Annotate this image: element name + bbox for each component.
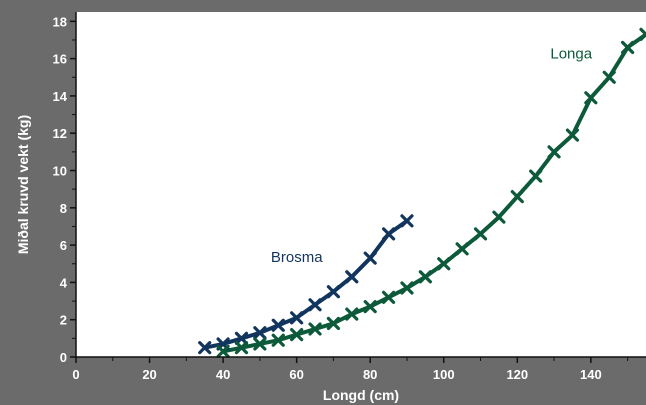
data-point-longa xyxy=(473,227,488,241)
data-point-brosma xyxy=(326,285,341,299)
data-point-brosma xyxy=(363,251,377,265)
data-point-longa xyxy=(345,307,359,321)
data-point-longa xyxy=(290,328,304,342)
data-point-longa xyxy=(455,242,469,256)
y-tick-label: 14 xyxy=(53,89,68,104)
y-tick-label: 18 xyxy=(53,14,67,29)
data-point-brosma xyxy=(308,298,322,312)
data-point-longa xyxy=(418,270,432,284)
data-point-longa xyxy=(326,316,341,331)
data-point-longa xyxy=(565,128,580,142)
data-point-longa xyxy=(253,337,267,351)
x-tick-label: 120 xyxy=(506,367,528,382)
data-point-longa xyxy=(602,70,616,84)
y-tick-label: 0 xyxy=(60,350,67,365)
data-point-brosma xyxy=(198,341,212,355)
series-label-longa: Longa xyxy=(550,46,592,63)
y-tick-label: 6 xyxy=(60,238,67,253)
data-point-longa xyxy=(234,341,249,355)
x-tick-label: 40 xyxy=(216,367,230,382)
data-point-brosma xyxy=(290,311,304,325)
data-point-longa xyxy=(621,40,635,55)
x-tick-label: 140 xyxy=(580,367,602,382)
data-point-longa xyxy=(584,91,598,105)
y-tick-label: 12 xyxy=(53,126,67,141)
data-point-longa xyxy=(363,300,377,314)
y-tick-label: 8 xyxy=(60,201,67,216)
data-point-brosma xyxy=(400,214,414,228)
x-tick-label: 100 xyxy=(433,367,455,382)
data-point-brosma xyxy=(253,326,267,340)
series-label-brosma: Brosma xyxy=(271,249,323,266)
y-tick-label: 4 xyxy=(60,275,68,290)
x-tick-label: 20 xyxy=(142,367,156,382)
x-tick-label: 0 xyxy=(72,367,79,382)
data-point-longa xyxy=(400,281,414,295)
data-point-longa xyxy=(308,322,322,336)
data-point-longa xyxy=(492,210,506,224)
data-point-longa xyxy=(547,145,561,159)
x-tick-label: 80 xyxy=(363,367,377,382)
y-tick-label: 2 xyxy=(60,313,67,328)
data-point-longa xyxy=(271,333,285,347)
x-axis-title: Longd (cm) xyxy=(323,387,399,403)
data-point-longa xyxy=(437,257,451,271)
data-point-longa xyxy=(529,169,543,183)
data-point-longa xyxy=(381,290,396,304)
data-point-longa xyxy=(639,27,646,41)
data-point-longa xyxy=(216,344,230,359)
y-tick-label: 10 xyxy=(53,164,67,179)
data-point-brosma xyxy=(381,227,396,241)
data-point-longa xyxy=(510,190,524,204)
y-tick-label: 16 xyxy=(53,52,67,67)
x-tick-label: 60 xyxy=(289,367,303,382)
data-point-brosma xyxy=(345,270,359,284)
y-axis-title: Miðal kruvd vekt (kg) xyxy=(15,115,31,254)
data-point-brosma xyxy=(234,331,249,345)
data-point-brosma xyxy=(271,318,285,332)
plot-area xyxy=(76,12,646,357)
